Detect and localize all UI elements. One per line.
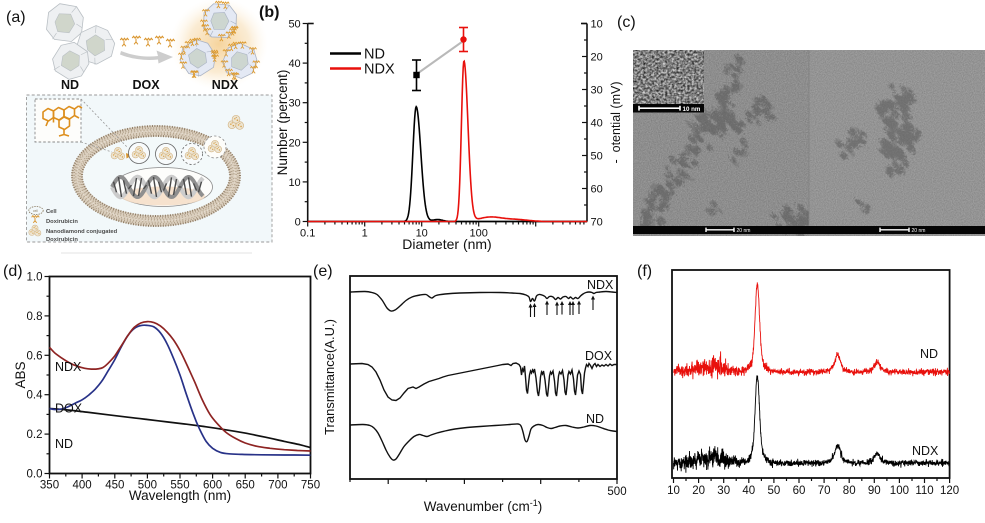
- svg-text:60: 60: [591, 184, 603, 196]
- svg-text:0.0: 0.0: [27, 469, 43, 481]
- svg-text:10: 10: [288, 177, 300, 189]
- svg-text:NDX: NDX: [364, 62, 395, 78]
- svg-text:ND: ND: [586, 412, 604, 426]
- svg-text:0.2: 0.2: [27, 429, 43, 441]
- svg-text:0.6: 0.6: [27, 350, 43, 362]
- svg-text:110: 110: [915, 485, 933, 497]
- svg-text:Number (percent): Number (percent): [275, 70, 290, 176]
- svg-text:NDX: NDX: [587, 278, 614, 292]
- svg-text:ND: ND: [920, 347, 938, 361]
- svg-text:70: 70: [591, 217, 603, 229]
- svg-text:Wavelength (nm): Wavelength (nm): [129, 488, 231, 503]
- svg-text:70: 70: [818, 485, 831, 497]
- svg-text:NDX: NDX: [912, 444, 939, 458]
- svg-text:30: 30: [288, 98, 300, 110]
- svg-text:Wavenumber (cm-1): Wavenumber (cm-1): [424, 498, 543, 514]
- svg-text:Doxirubicin: Doxirubicin: [46, 219, 78, 225]
- svg-text:700: 700: [268, 480, 287, 492]
- svg-text:30: 30: [717, 485, 730, 497]
- svg-text:350: 350: [40, 480, 59, 492]
- svg-text:90: 90: [868, 485, 881, 497]
- svg-text:10: 10: [591, 19, 603, 31]
- svg-text:Nanodiamond conjugated: Nanodiamond conjugated: [46, 229, 118, 235]
- svg-text:120: 120: [940, 485, 959, 497]
- svg-text:(e): (e): [313, 263, 333, 280]
- svg-text:- otential (mV): - otential (mV): [609, 82, 623, 164]
- svg-text:20: 20: [591, 52, 603, 64]
- svg-text:1: 1: [362, 228, 368, 240]
- svg-text:1.0: 1.0: [27, 272, 43, 284]
- svg-text:DOX: DOX: [55, 402, 83, 416]
- svg-text:NDX: NDX: [55, 360, 82, 374]
- svg-text:ND: ND: [364, 47, 385, 63]
- svg-text:50: 50: [288, 19, 300, 31]
- svg-text:0.1: 0.1: [300, 228, 315, 240]
- svg-text:cell: cell: [33, 209, 38, 213]
- svg-text:50: 50: [768, 485, 781, 497]
- svg-text:40: 40: [288, 58, 300, 70]
- svg-text:450: 450: [105, 480, 124, 492]
- svg-text:400: 400: [73, 480, 92, 492]
- svg-text:30: 30: [591, 85, 603, 97]
- svg-text:DOX: DOX: [132, 78, 160, 92]
- svg-text:20 nm: 20 nm: [912, 228, 926, 234]
- svg-text:100: 100: [890, 485, 909, 497]
- svg-text:Transmittance(A.U.): Transmittance(A.U.): [322, 319, 337, 435]
- svg-text:ND: ND: [55, 437, 73, 451]
- svg-text:ABS: ABS: [13, 361, 28, 388]
- svg-text:750: 750: [301, 480, 320, 492]
- svg-text:Diameter (nm): Diameter (nm): [402, 236, 491, 252]
- svg-text:600: 600: [203, 480, 222, 492]
- svg-text:NDX: NDX: [212, 78, 239, 92]
- svg-text:80: 80: [843, 485, 856, 497]
- svg-text:20: 20: [288, 137, 300, 149]
- svg-text:0: 0: [295, 217, 301, 229]
- svg-text:DOX: DOX: [585, 349, 613, 363]
- svg-text:50: 50: [591, 151, 603, 163]
- svg-text:40: 40: [591, 118, 603, 130]
- svg-text:(b): (b): [259, 4, 279, 21]
- svg-text:20 nm: 20 nm: [737, 228, 751, 234]
- svg-text:100: 100: [470, 228, 488, 240]
- svg-text:0.4: 0.4: [27, 390, 44, 402]
- svg-text:650: 650: [236, 480, 255, 492]
- svg-text:20: 20: [692, 485, 705, 497]
- svg-text:40: 40: [742, 485, 755, 497]
- svg-text:(a): (a): [6, 9, 26, 26]
- svg-text:Cell: Cell: [46, 209, 57, 215]
- svg-text:(d): (d): [3, 263, 23, 280]
- svg-text:(f): (f): [637, 263, 652, 280]
- svg-text:10: 10: [416, 228, 428, 240]
- svg-text:500: 500: [138, 480, 157, 492]
- svg-text:550: 550: [170, 480, 189, 492]
- svg-text:Doxirubicin: Doxirubicin: [46, 237, 78, 243]
- svg-text:60: 60: [793, 485, 806, 497]
- svg-text:10 nm: 10 nm: [683, 106, 701, 113]
- svg-text:500: 500: [607, 486, 626, 498]
- svg-text:ND: ND: [61, 78, 79, 92]
- svg-text:0.8: 0.8: [27, 311, 43, 323]
- svg-text:(c): (c): [617, 14, 636, 31]
- svg-text:10: 10: [667, 485, 680, 497]
